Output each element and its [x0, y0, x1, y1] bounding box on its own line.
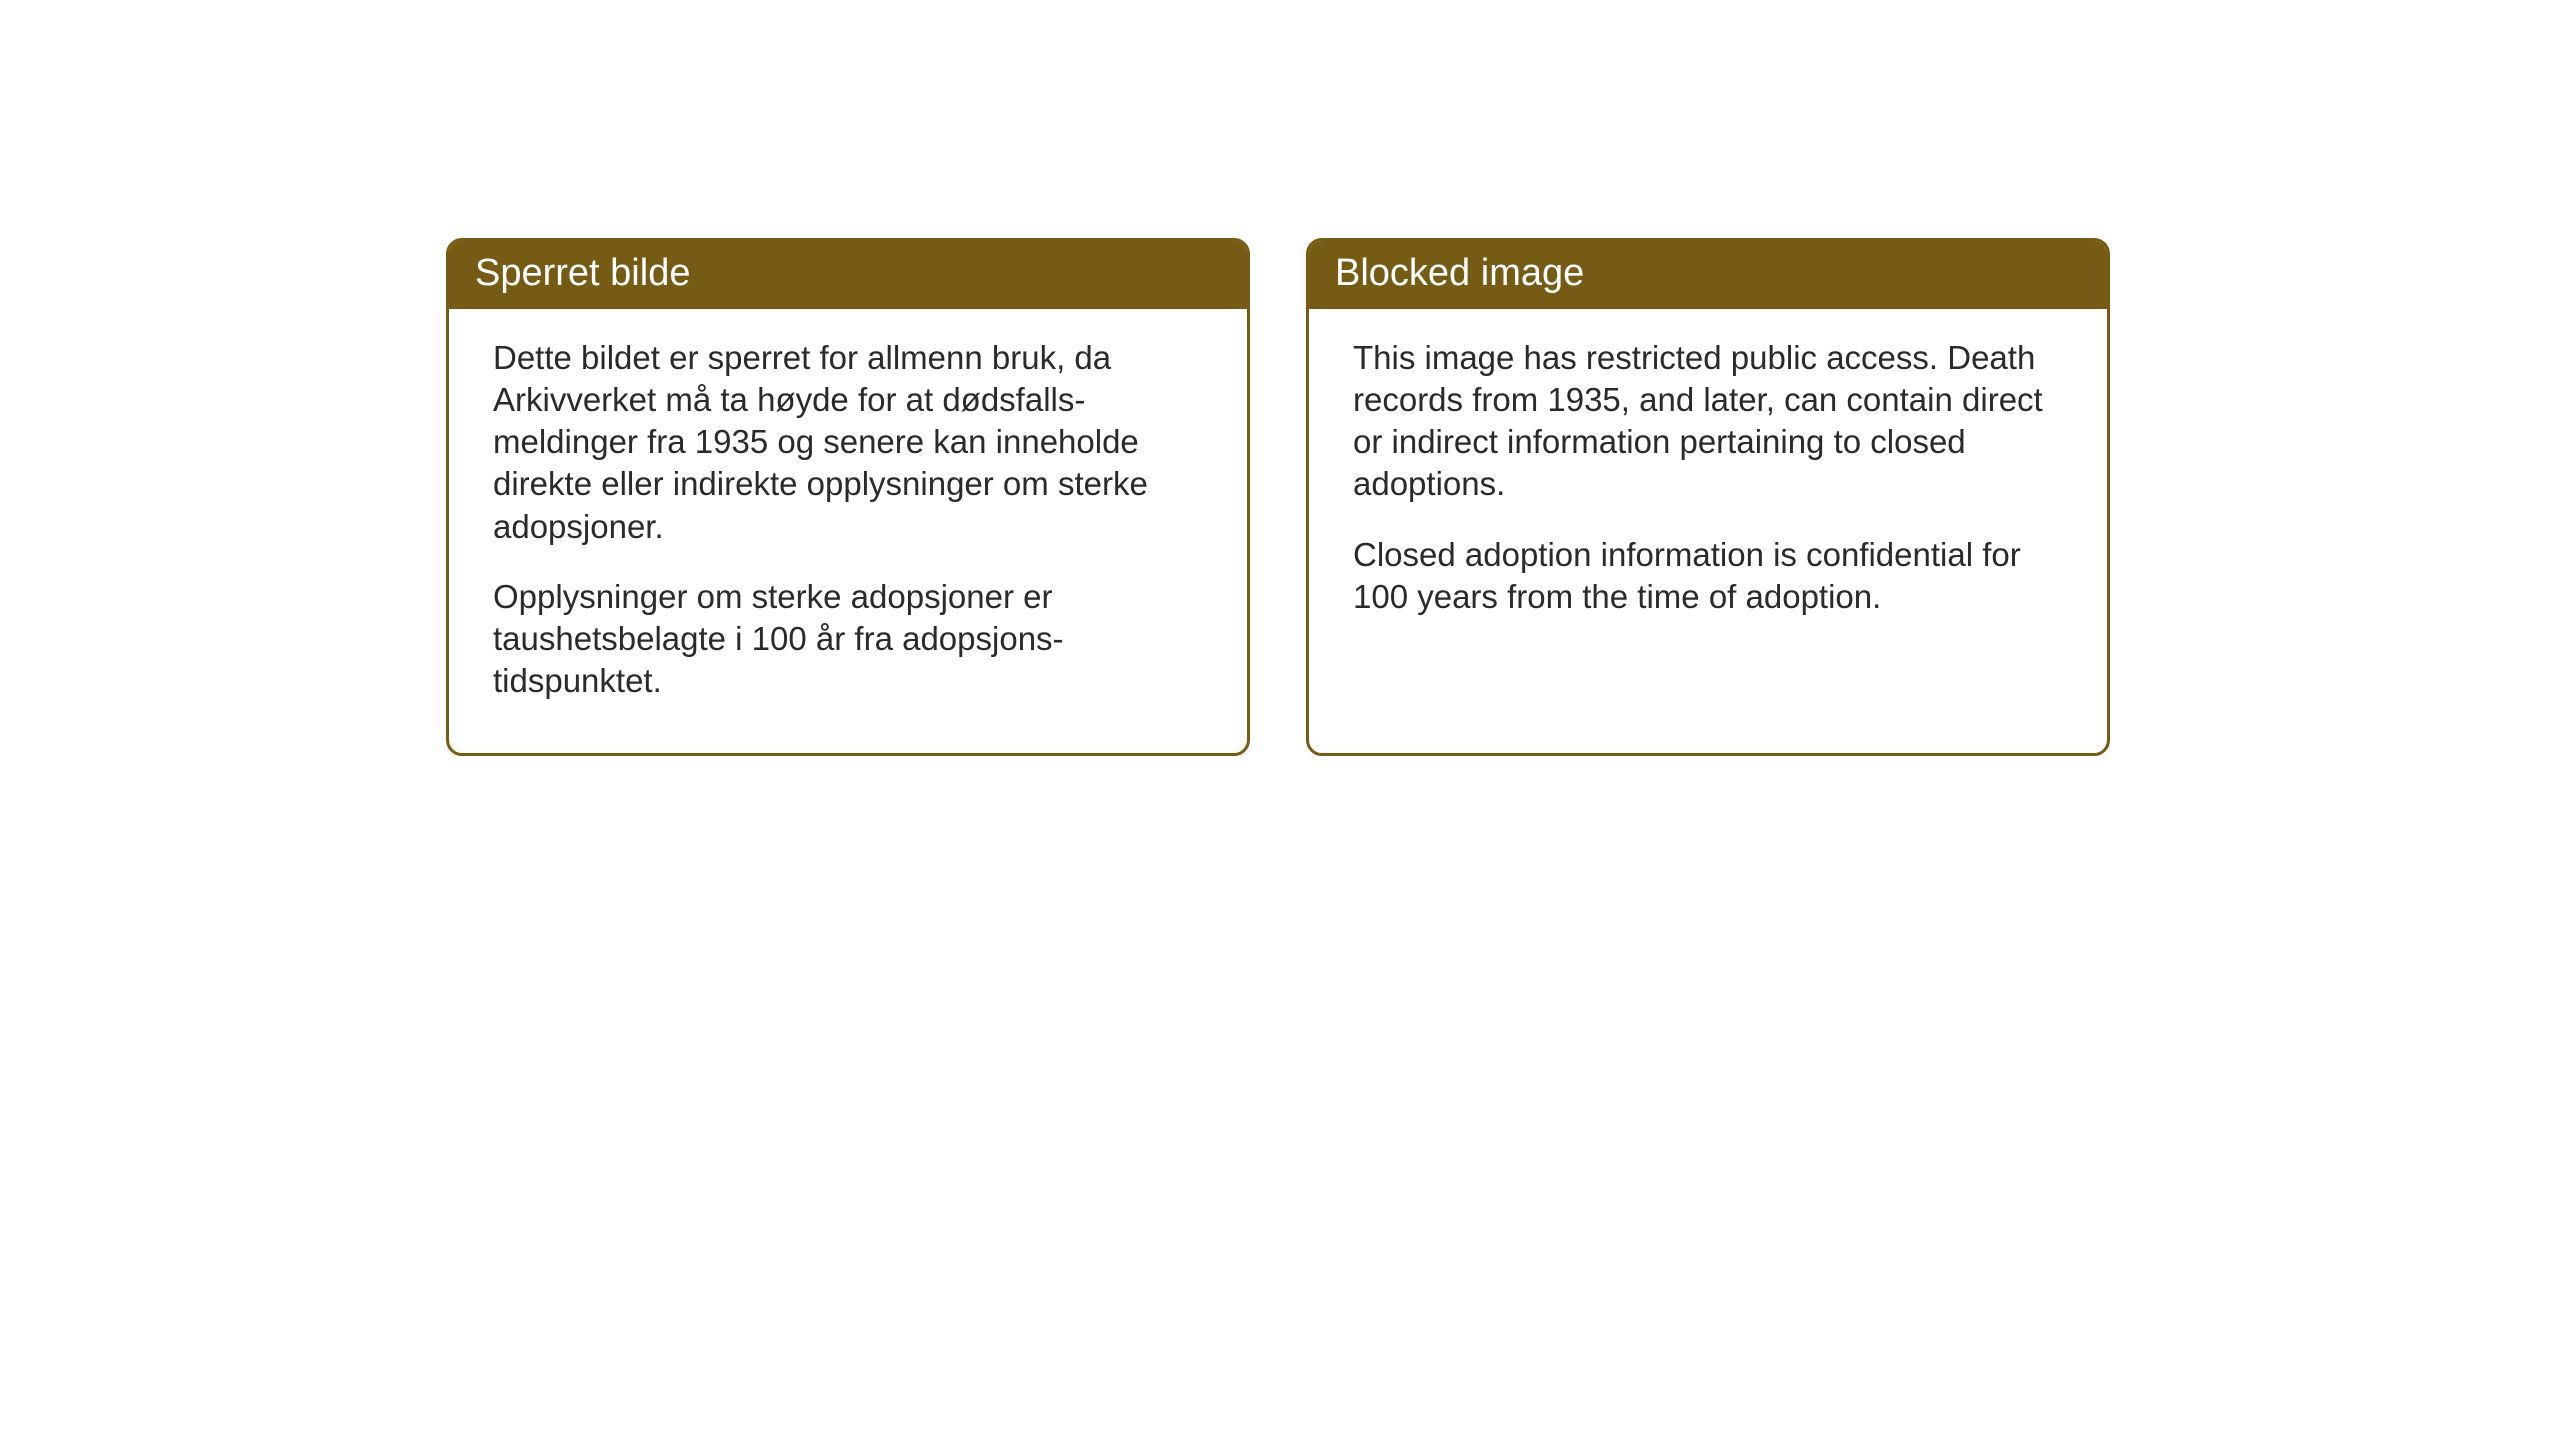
card-norwegian: Sperret bilde Dette bildet er sperret fo… — [446, 238, 1250, 756]
cards-container: Sperret bilde Dette bildet er sperret fo… — [0, 0, 2560, 756]
card-english-header: Blocked image — [1309, 241, 2107, 309]
card-english: Blocked image This image has restricted … — [1306, 238, 2110, 756]
card-english-body: This image has restricted public access.… — [1309, 309, 2107, 753]
card-norwegian-body: Dette bildet er sperret for allmenn bruk… — [449, 309, 1247, 753]
card-norwegian-paragraph-2: Opplysninger om sterke adopsjoner er tau… — [493, 576, 1203, 703]
card-norwegian-paragraph-1: Dette bildet er sperret for allmenn bruk… — [493, 337, 1203, 548]
card-english-paragraph-1: This image has restricted public access.… — [1353, 337, 2063, 506]
card-norwegian-header: Sperret bilde — [449, 241, 1247, 309]
card-english-paragraph-2: Closed adoption information is confident… — [1353, 534, 2063, 618]
